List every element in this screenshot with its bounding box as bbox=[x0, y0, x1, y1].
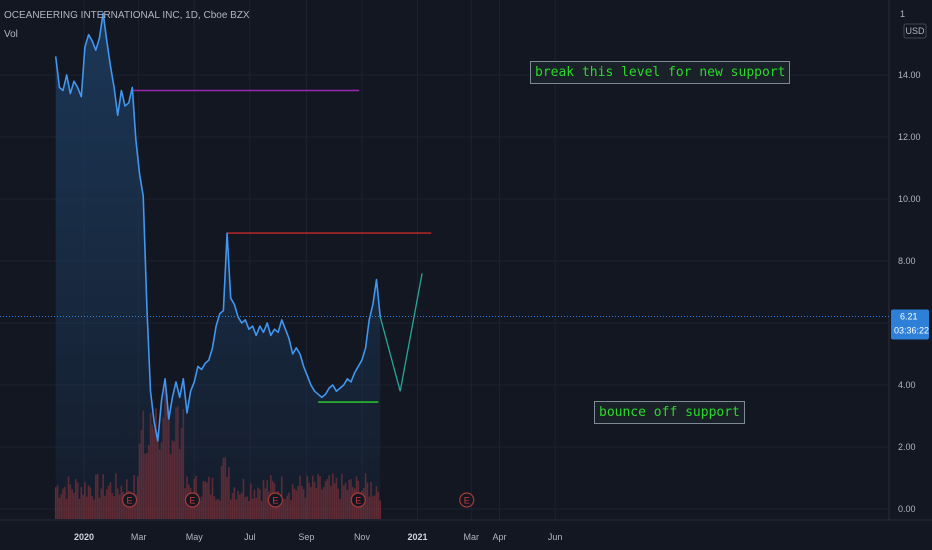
x-tick-label: Jul bbox=[244, 532, 256, 542]
price-tag-box bbox=[891, 309, 929, 340]
x-tick-label: Mar bbox=[131, 532, 147, 542]
y-tick-label: 14.00 bbox=[898, 70, 921, 80]
earnings-marker-label: E bbox=[272, 496, 278, 506]
price-tag-countdown: 03:36:22 bbox=[894, 325, 929, 335]
earnings-marker bbox=[267, 492, 283, 508]
x-tick-label: 2020 bbox=[74, 532, 94, 542]
earnings-marker-label: E bbox=[464, 496, 470, 506]
price-area-fill bbox=[55, 13, 381, 519]
volume-label: Vol bbox=[4, 29, 18, 40]
y-tick-label: 8.00 bbox=[898, 256, 916, 266]
x-tick-label: 2021 bbox=[408, 532, 428, 542]
x-tick-label: Sep bbox=[298, 532, 314, 542]
y-tick-label: 0.00 bbox=[898, 504, 916, 514]
earnings-marker-label: E bbox=[189, 496, 195, 506]
currency-label: USD bbox=[905, 26, 925, 36]
x-tick-label: Mar bbox=[464, 532, 480, 542]
currency-badge bbox=[903, 23, 927, 39]
x-axis: 2020 Mar May Jul Sep Nov 2021 Mar Apr Jun bbox=[74, 532, 562, 542]
support-resistance-lines bbox=[0, 89, 889, 403]
x-tick-label: Jun bbox=[548, 532, 563, 542]
price-tag-value: 6.21 bbox=[900, 311, 918, 321]
earnings-marker bbox=[121, 492, 138, 508]
scale-label: 1 bbox=[900, 9, 905, 19]
y-tick-label: 10.00 bbox=[898, 194, 921, 204]
earnings-marker bbox=[184, 492, 201, 508]
earnings-marker-label: E bbox=[127, 496, 133, 506]
price-area bbox=[54, 12, 381, 519]
earnings-marker bbox=[459, 492, 475, 508]
earnings-marker-label: E bbox=[355, 496, 361, 506]
projection-line bbox=[379, 273, 423, 392]
x-tick-label: May bbox=[186, 532, 204, 542]
support-annotation[interactable]: bounce off support bbox=[594, 401, 745, 424]
x-tick-label: Apr bbox=[493, 532, 507, 542]
y-tick-label: 2.00 bbox=[898, 442, 916, 452]
price-line bbox=[54, 12, 381, 442]
projection-path bbox=[379, 273, 423, 392]
x-tick-label: Nov bbox=[354, 532, 371, 542]
y-tick-label: 12.00 bbox=[898, 132, 921, 142]
earnings-marker bbox=[350, 492, 366, 508]
symbol-title[interactable]: OCEANEERING INTERNATIONAL INC, 1D, Cboe … bbox=[4, 10, 250, 21]
last-price-tag: 6.21 03:36:22 bbox=[891, 309, 929, 340]
y-tick-label: 4.00 bbox=[898, 380, 916, 390]
resistance-annotation[interactable]: break this level for new support bbox=[530, 61, 791, 84]
